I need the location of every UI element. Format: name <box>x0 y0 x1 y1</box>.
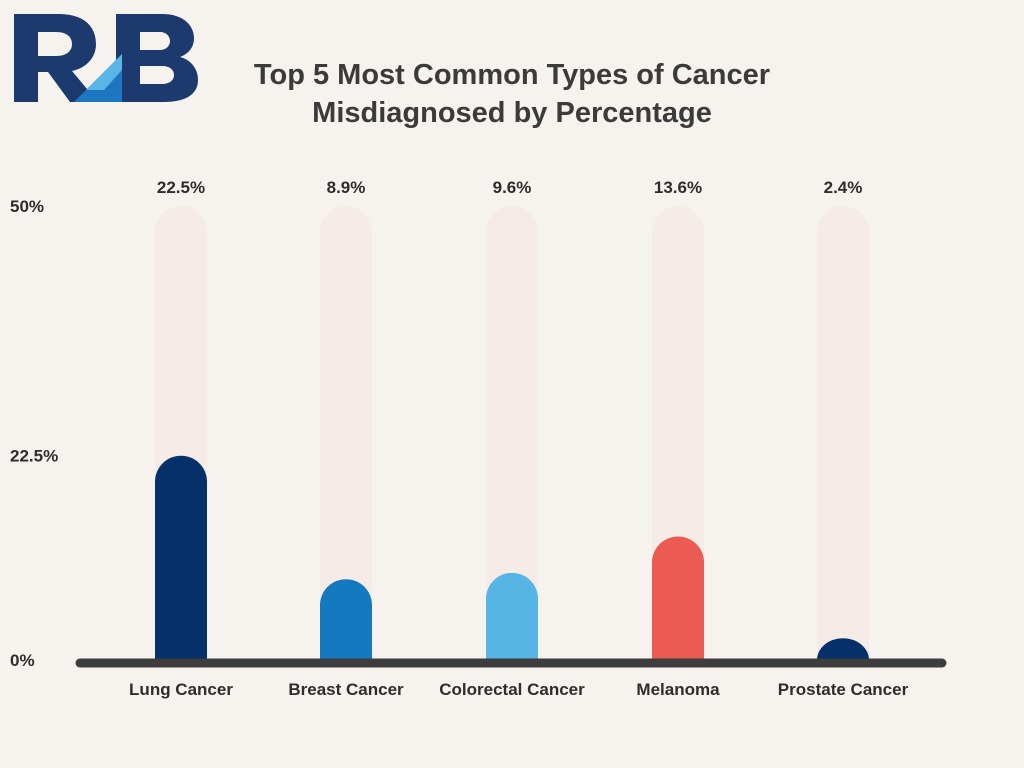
category-label: Lung Cancer <box>129 680 233 699</box>
logo-letter-r <box>14 14 98 102</box>
bar <box>817 638 869 660</box>
value-label: 13.6% <box>654 178 702 197</box>
y-tick-label: 22.5% <box>10 447 58 466</box>
category-label: Melanoma <box>636 680 720 699</box>
value-label: 8.9% <box>327 178 366 197</box>
rb-logo <box>14 14 198 102</box>
chart-title-line-2: Misdiagnosed by Percentage <box>312 97 712 129</box>
category-label: Breast Cancer <box>288 680 404 699</box>
bar-track <box>320 206 372 660</box>
bar <box>486 572 538 660</box>
chart-title-line-1: Top 5 Most Common Types of Cancer <box>253 59 771 91</box>
category-label: Prostate Cancer <box>778 680 909 699</box>
bar-track <box>817 206 869 660</box>
y-tick-label: 50% <box>10 197 44 216</box>
value-label: 9.6% <box>493 178 532 197</box>
logo-arrow-light <box>86 54 122 90</box>
value-label: 2.4% <box>824 178 863 197</box>
bar <box>652 536 704 660</box>
bar-track <box>486 206 538 660</box>
bar <box>155 455 207 660</box>
logo-letter-b <box>116 14 198 102</box>
bar <box>320 579 372 660</box>
value-label: 22.5% <box>157 178 205 197</box>
category-label: Colorectal Cancer <box>439 680 585 699</box>
y-tick-label: 0% <box>10 651 35 670</box>
chart-title: Top 5 Most Common Types of Cancer Misdia… <box>200 56 824 132</box>
